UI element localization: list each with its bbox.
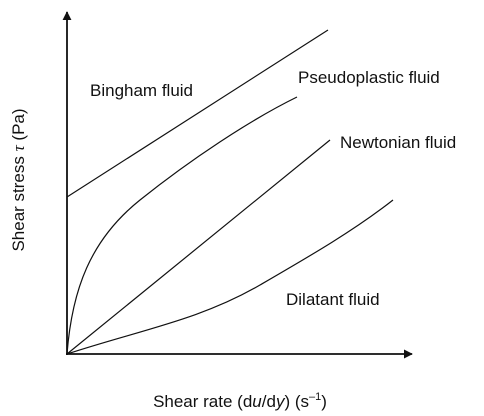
- newtonian-curve: [66, 139, 331, 355]
- bingham-curve: [66, 29, 329, 198]
- x-axis-label: Shear rate (du/dy) (s–1): [153, 391, 327, 411]
- curve-label: Pseudoplastic fluid: [298, 68, 440, 87]
- label-part: Shear rate (d: [153, 392, 252, 411]
- curve-label: Bingham fluid: [90, 81, 193, 100]
- label-part: (Pa): [9, 108, 28, 145]
- label-part: ) (s: [284, 392, 309, 411]
- y-axis-label: Shear stress τ (Pa): [9, 108, 28, 251]
- label-part: Shear stress: [9, 151, 28, 251]
- curve-label: Dilatant fluid: [286, 290, 380, 309]
- label-part: y: [275, 392, 286, 411]
- pseudoplastic-curve: [66, 96, 298, 355]
- label-part: /d: [262, 392, 276, 411]
- label-part: τ: [9, 144, 28, 151]
- curve-label: Newtonian fluid: [340, 133, 456, 152]
- label-part: –1: [309, 391, 321, 403]
- label-part: ): [321, 392, 327, 411]
- dilatant-curve: [66, 199, 394, 355]
- label-part: u: [252, 392, 262, 411]
